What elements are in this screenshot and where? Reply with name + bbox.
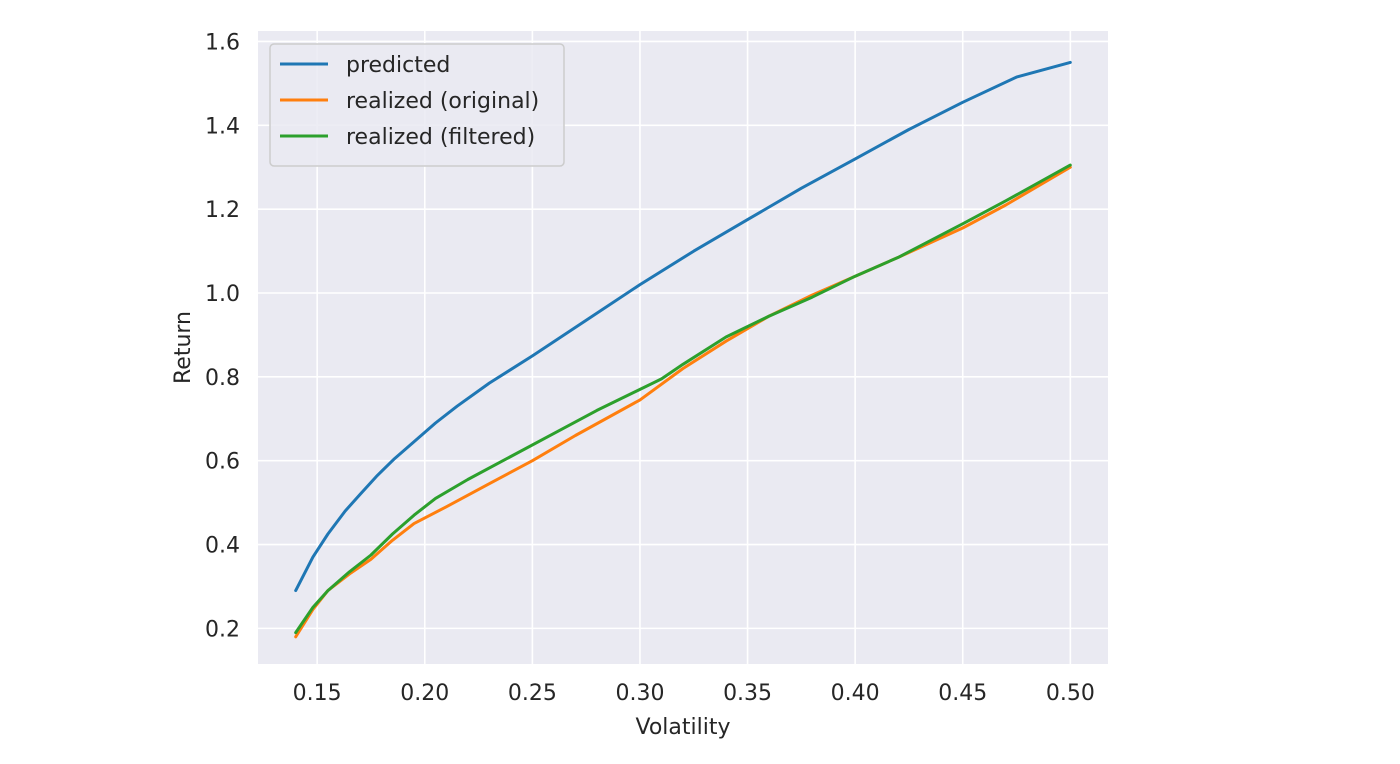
y-tick-label: 1.4	[205, 114, 240, 139]
x-tick-label: 0.35	[723, 681, 772, 706]
legend: predicted realized (original) realized (fi…	[269, 43, 565, 167]
legend-box	[269, 43, 565, 167]
y-tick-label: 1.2	[205, 198, 240, 223]
x-tick-label: 0.15	[293, 681, 342, 706]
y-tick-label: 0.8	[205, 366, 240, 391]
y-tick-label: 0.6	[205, 450, 240, 475]
series-line-2	[294, 163, 1072, 635]
x-axis-ticks: 0.15 0.20 0.25 0.30 0.35 0.40 0.45 0.50	[293, 681, 1095, 706]
x-tick-label: 0.25	[508, 681, 557, 706]
series-group	[294, 60, 1072, 639]
x-axis-label: Volatility	[635, 715, 730, 740]
y-tick-label: 0.4	[205, 534, 240, 559]
y-axis-label: Return	[171, 311, 196, 384]
x-tick-label: 0.20	[400, 681, 449, 706]
legend-label: predicted	[346, 53, 450, 78]
y-tick-label: 1.6	[205, 30, 240, 55]
x-tick-label: 0.40	[831, 681, 880, 706]
y-axis-ticks: 0.2 0.4 0.6 0.8 1.0 1.2 1.4 1.6	[205, 30, 240, 642]
series-line-0	[294, 60, 1072, 593]
x-tick-label: 0.30	[615, 681, 664, 706]
legend-label: realized (original)	[346, 89, 539, 114]
x-tick-label: 0.50	[1046, 681, 1095, 706]
y-tick-label: 0.2	[205, 617, 240, 642]
y-tick-label: 1.0	[205, 282, 240, 307]
x-tick-label: 0.45	[938, 681, 987, 706]
legend-label: realized (filtered)	[346, 125, 535, 150]
